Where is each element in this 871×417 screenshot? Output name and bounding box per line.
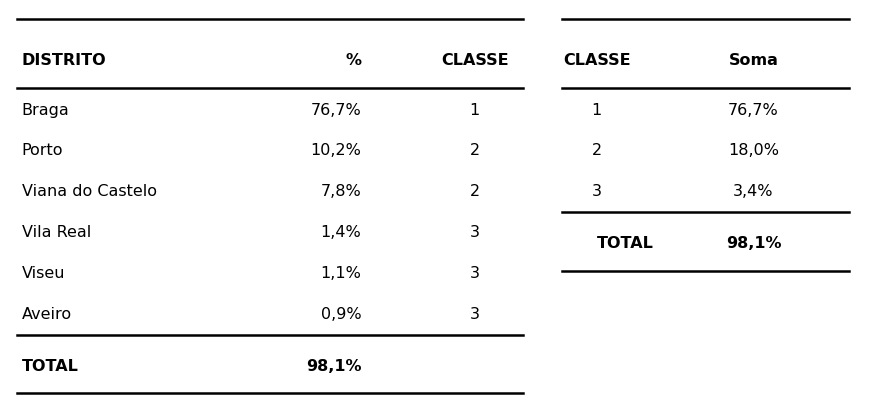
Text: 1: 1 xyxy=(469,103,480,118)
Text: 18,0%: 18,0% xyxy=(728,143,779,158)
Text: 76,7%: 76,7% xyxy=(728,103,779,118)
Text: DISTRITO: DISTRITO xyxy=(22,53,106,68)
Text: 3: 3 xyxy=(469,307,480,322)
Text: 2: 2 xyxy=(469,184,480,199)
Text: 10,2%: 10,2% xyxy=(311,143,361,158)
Text: TOTAL: TOTAL xyxy=(597,236,653,251)
Text: 1,1%: 1,1% xyxy=(321,266,361,281)
Text: 3: 3 xyxy=(591,184,602,199)
Text: 1,4%: 1,4% xyxy=(321,225,361,240)
Text: CLASSE: CLASSE xyxy=(563,53,631,68)
Text: 98,1%: 98,1% xyxy=(306,359,361,374)
Text: Viana do Castelo: Viana do Castelo xyxy=(22,184,157,199)
Text: Viseu: Viseu xyxy=(22,266,65,281)
Text: TOTAL: TOTAL xyxy=(22,359,78,374)
Text: Braga: Braga xyxy=(22,103,70,118)
Text: 1: 1 xyxy=(591,103,602,118)
Text: 3: 3 xyxy=(469,225,480,240)
Text: CLASSE: CLASSE xyxy=(441,53,509,68)
Text: Aveiro: Aveiro xyxy=(22,307,72,322)
Text: 3,4%: 3,4% xyxy=(733,184,773,199)
Text: 98,1%: 98,1% xyxy=(726,236,781,251)
Text: Vila Real: Vila Real xyxy=(22,225,91,240)
Text: 7,8%: 7,8% xyxy=(321,184,361,199)
Text: Porto: Porto xyxy=(22,143,64,158)
Text: 76,7%: 76,7% xyxy=(311,103,361,118)
Text: 0,9%: 0,9% xyxy=(321,307,361,322)
Text: %: % xyxy=(346,53,361,68)
Text: 3: 3 xyxy=(469,266,480,281)
Text: 2: 2 xyxy=(591,143,602,158)
Text: 2: 2 xyxy=(469,143,480,158)
Text: Soma: Soma xyxy=(728,53,779,68)
